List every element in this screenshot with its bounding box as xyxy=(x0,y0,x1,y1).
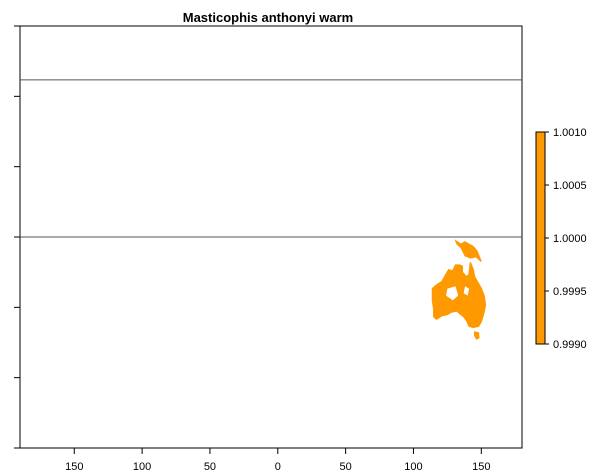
x-tick-label: 0 xyxy=(275,461,281,472)
y-axis xyxy=(14,25,20,449)
legend-label: 0.9990 xyxy=(553,339,587,351)
region-new-guinea xyxy=(454,239,482,262)
x-tick-label: 50 xyxy=(204,461,216,472)
legend-color-bar xyxy=(535,131,546,345)
x-tick-label: 150 xyxy=(472,461,490,472)
region-mainland xyxy=(431,262,487,329)
x-tick-label: 100 xyxy=(133,461,151,472)
x-tick-label: 150 xyxy=(65,461,83,472)
reference-lines xyxy=(20,79,522,238)
legend-label: 1.0000 xyxy=(553,233,587,245)
range-region xyxy=(431,239,487,340)
region-gap-2 xyxy=(463,286,470,296)
legend-label: 1.0010 xyxy=(553,127,587,139)
legend-label: 0.9995 xyxy=(553,286,587,298)
x-axis: 150 100 50 0 50 100 150 xyxy=(65,448,490,472)
legend-label: 1.0005 xyxy=(553,180,587,192)
region-tasmania xyxy=(474,331,480,340)
map-title: Masticophis anthonyi warm xyxy=(182,10,354,25)
color-legend: 1.0010 1.0005 1.0000 0.9995 0.9990 xyxy=(535,127,587,351)
region-gap-1 xyxy=(446,286,459,301)
x-tick-label: 100 xyxy=(404,461,422,472)
x-tick-label: 50 xyxy=(339,461,351,472)
